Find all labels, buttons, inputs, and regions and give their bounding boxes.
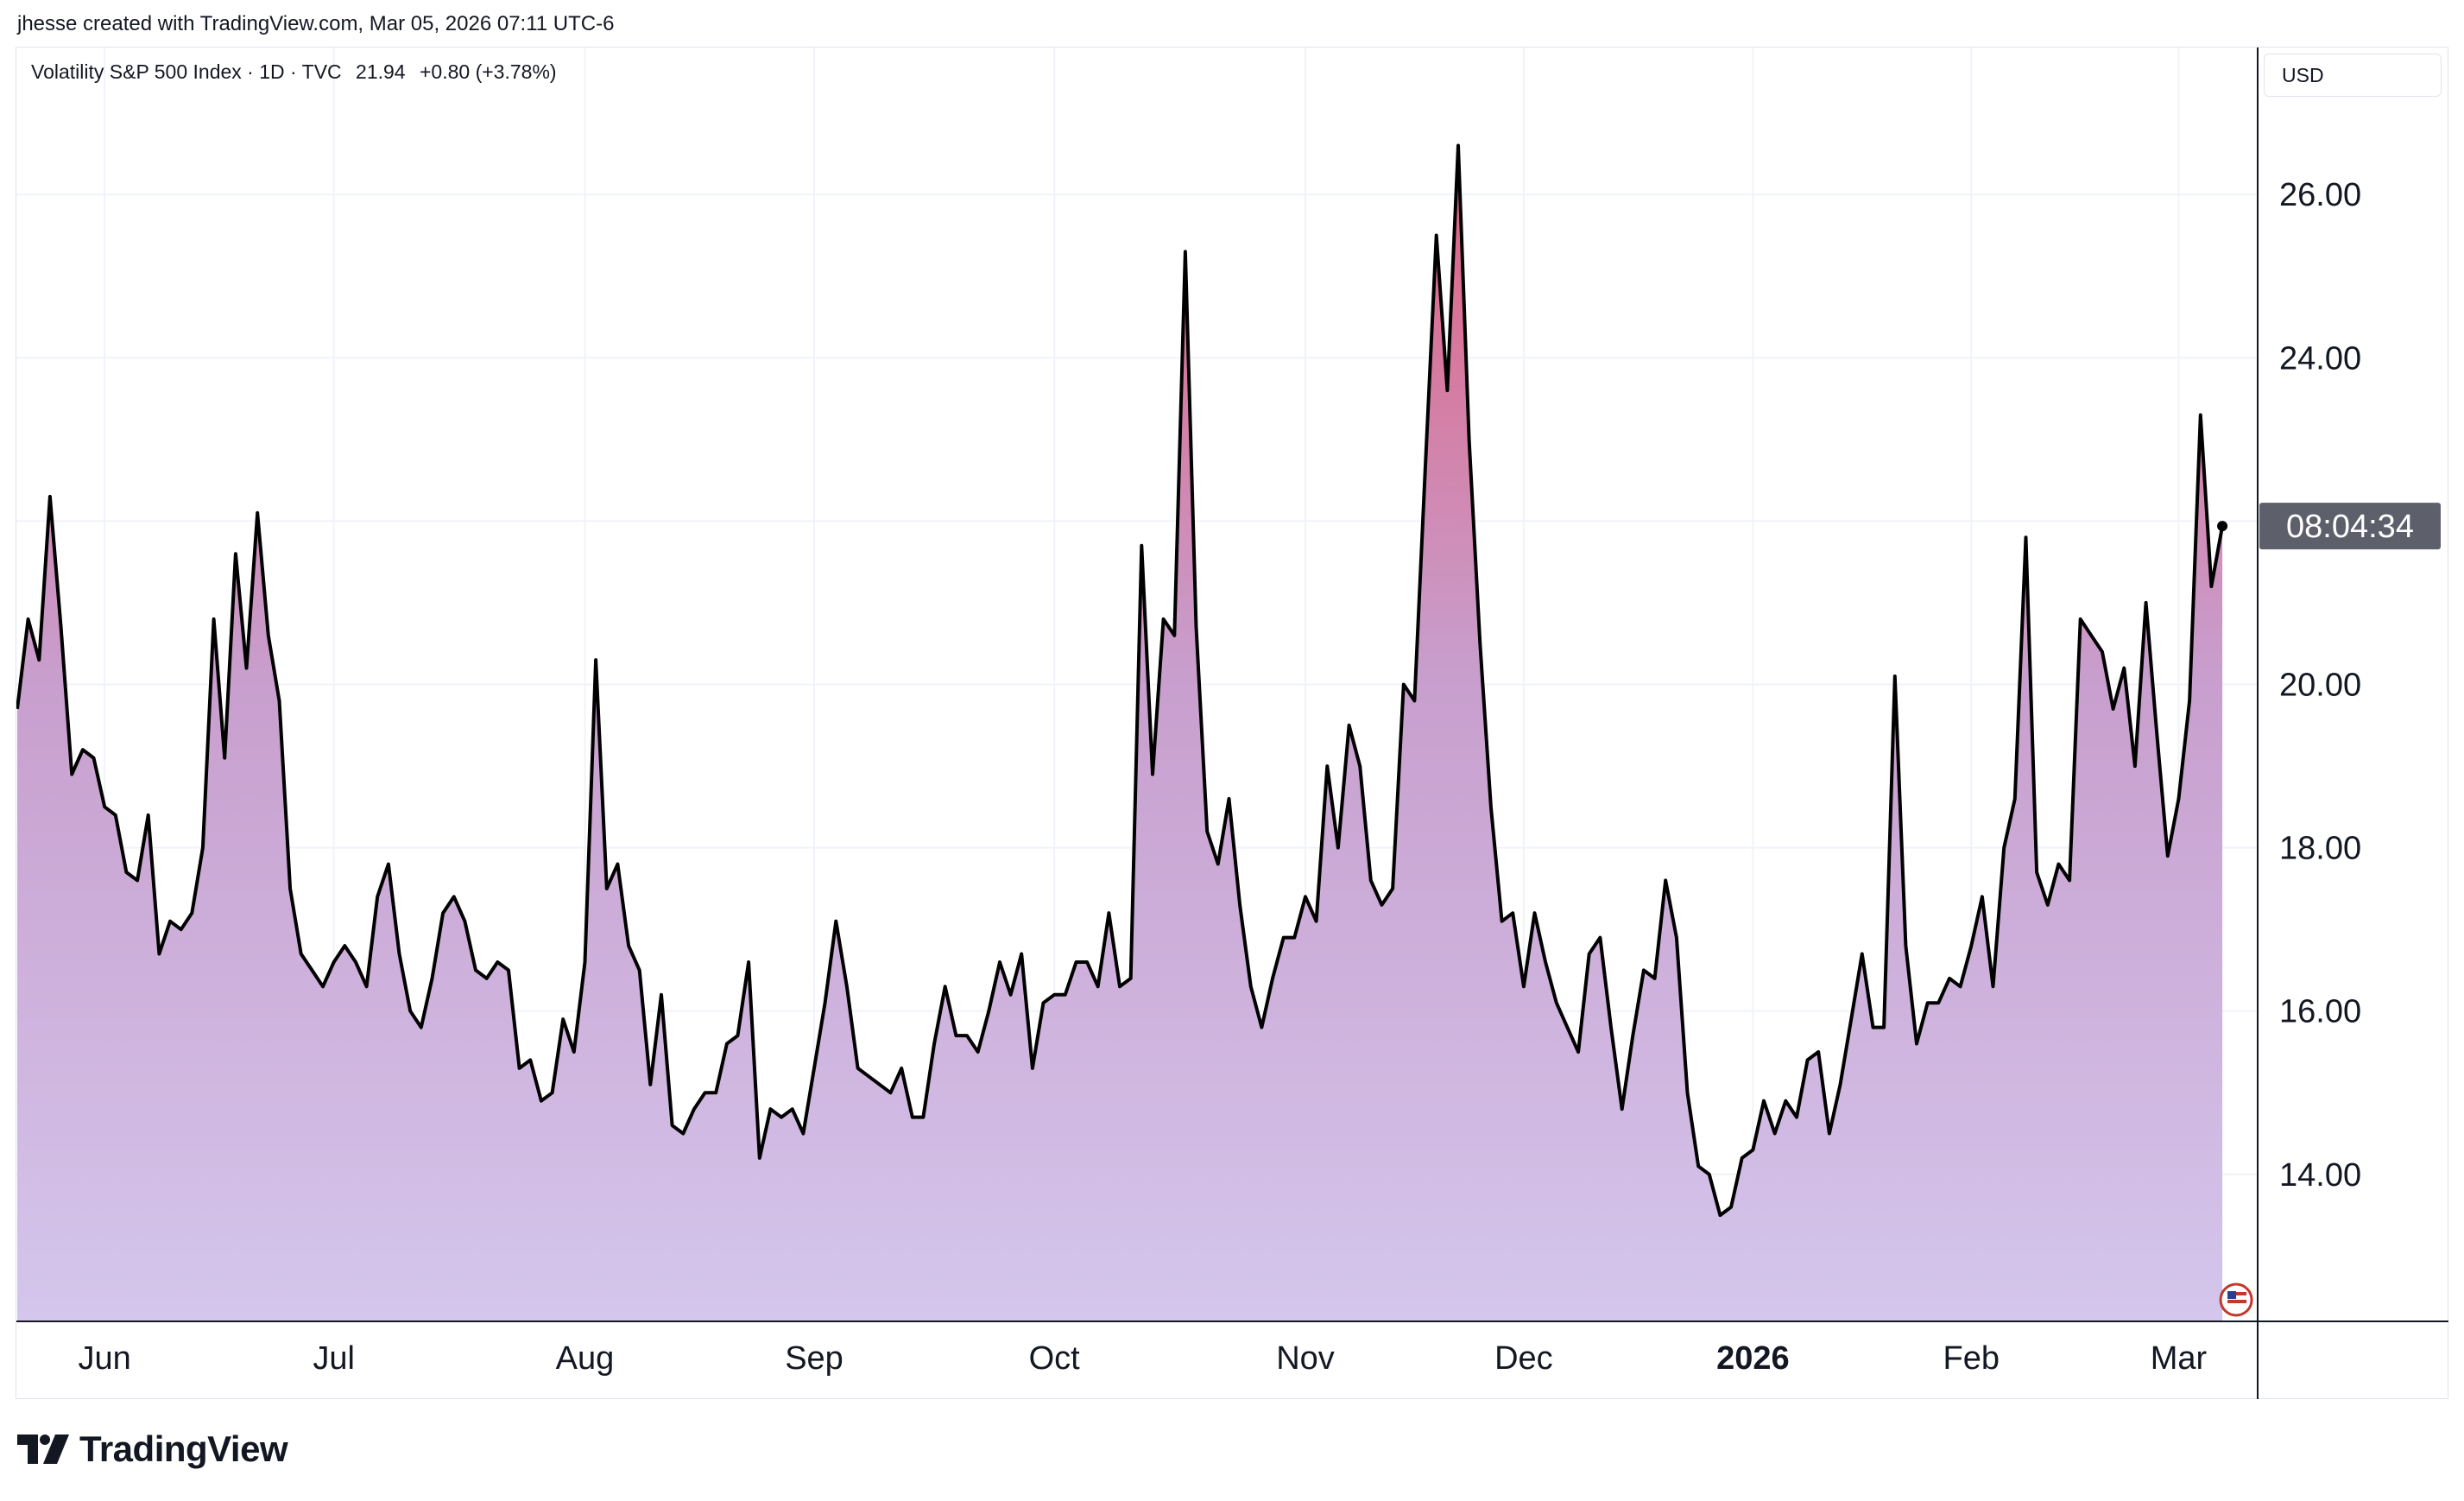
last-price: 21.94 — [356, 60, 406, 83]
price-change: +0.80 (+3.78%) — [420, 60, 557, 83]
time-tick-label: Feb — [1943, 1340, 2000, 1377]
symbol-legend: Volatility S&P 500 Index · 1D · TVC 21.9… — [31, 60, 557, 84]
time-tick-label: Jun — [79, 1340, 131, 1377]
price-tick-label: 16.00 — [2279, 994, 2361, 1030]
time-tick-label: Aug — [556, 1340, 615, 1377]
time-tick-label: Oct — [1029, 1340, 1081, 1377]
price-area-layer — [16, 143, 2225, 1321]
brand-logo: TradingView — [17, 1425, 288, 1473]
price-tick-label: 14.00 — [2279, 1157, 2361, 1194]
last-price-dot — [2217, 521, 2228, 532]
currency-selector[interactable]: USD — [2264, 54, 2442, 97]
price-tick-label: 20.00 — [2279, 668, 2361, 704]
price-area-fill — [17, 145, 2223, 1321]
time-tick-label: Mar — [2151, 1340, 2208, 1377]
price-tick-label: 26.00 — [2279, 177, 2361, 213]
price-axis-labels: 14.00 16.00 18.00 20.00 24.00 26.00 — [2279, 177, 2361, 1194]
time-tick-label: Nov — [1276, 1340, 1335, 1377]
brand-name: TradingView — [79, 1428, 288, 1469]
time-tick-label: Jul — [313, 1340, 355, 1377]
price-line — [16, 143, 2225, 1218]
us-flag-event-icon — [2219, 1282, 2253, 1317]
price-tick-label: 24.00 — [2279, 340, 2361, 377]
time-tick-label: Dec — [1494, 1340, 1553, 1377]
chart-frame — [16, 47, 2448, 1399]
tradingview-logo-icon — [17, 1434, 69, 1464]
creation-caption: jhesse created with TradingView.com, Mar… — [17, 12, 615, 35]
markers: 08:04:34 — [2217, 503, 2441, 1317]
time-axis-labels: Jun Jul Aug Sep Oct Nov Dec 2026 Feb Mar — [79, 1340, 2208, 1377]
axes — [16, 48, 2448, 1399]
countdown-label: 08:04:34 — [2286, 509, 2414, 545]
time-tick-label: Sep — [785, 1340, 843, 1377]
flag-stripe — [2227, 1292, 2247, 1295]
countdown-badge — [2259, 503, 2441, 550]
flag-canton — [2227, 1291, 2237, 1299]
flag-stripe — [2227, 1300, 2247, 1303]
time-tick-label: 2026 — [1716, 1340, 1790, 1377]
symbol-title: Volatility S&P 500 Index · 1D · TVC — [31, 60, 342, 83]
price-tick-label: 18.00 — [2279, 831, 2361, 867]
currency-label: USD — [2282, 64, 2324, 86]
